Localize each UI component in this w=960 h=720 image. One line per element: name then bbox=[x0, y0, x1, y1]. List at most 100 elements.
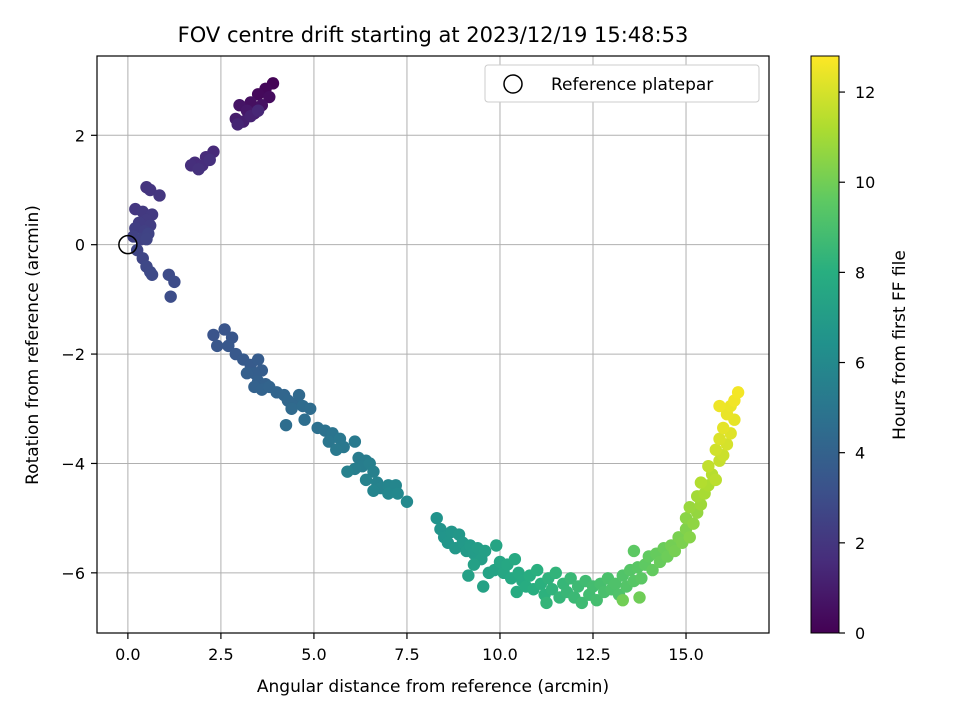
data-point bbox=[575, 596, 589, 610]
data-point bbox=[590, 593, 603, 607]
data-point bbox=[164, 290, 177, 303]
x-axis-ticks: 0.0 2.5 5.0 7.5 10.0 12.5 15.0 bbox=[115, 633, 704, 664]
data-point bbox=[668, 544, 682, 558]
x-tick-label: 5.0 bbox=[301, 645, 326, 664]
data-point bbox=[251, 353, 265, 366]
data-point bbox=[540, 596, 553, 610]
colorbar-tick-label: 10 bbox=[855, 173, 875, 192]
colorbar-tick-label: 6 bbox=[855, 354, 865, 373]
y-tick-label: 0 bbox=[75, 236, 85, 255]
data-point bbox=[298, 413, 311, 426]
x-tick-label: 12.5 bbox=[575, 645, 611, 664]
data-point bbox=[367, 465, 380, 478]
data-point bbox=[231, 118, 244, 131]
data-point bbox=[709, 443, 722, 456]
y-tick-label: −2 bbox=[61, 345, 85, 364]
legend-entry-reference: Reference platepar bbox=[551, 75, 713, 95]
y-axis-ticks: −6 −4 −2 0 2 bbox=[61, 126, 97, 583]
reference-platepar-marker bbox=[118, 234, 138, 255]
colorbar-ticks: 0 2 4 6 8 10 12 bbox=[839, 83, 875, 643]
data-point bbox=[251, 88, 265, 101]
y-axis-label: Rotation from reference (arcmin) bbox=[23, 205, 43, 485]
x-tick-label: 15.0 bbox=[668, 645, 704, 664]
x-tick-label: 7.5 bbox=[394, 645, 419, 664]
data-point bbox=[145, 268, 159, 281]
data-point bbox=[467, 558, 481, 571]
data-point bbox=[285, 402, 298, 415]
data-point bbox=[341, 465, 354, 478]
data-point bbox=[367, 484, 380, 498]
data-point bbox=[635, 572, 648, 585]
data-points bbox=[127, 77, 745, 610]
data-point bbox=[391, 487, 404, 500]
data-point bbox=[510, 585, 523, 599]
data-point bbox=[564, 572, 577, 585]
data-point bbox=[222, 339, 235, 353]
data-point bbox=[702, 459, 715, 473]
x-tick-label: 10.0 bbox=[482, 645, 518, 664]
data-point bbox=[713, 432, 726, 446]
grid-lines bbox=[97, 56, 769, 633]
data-point bbox=[322, 435, 336, 448]
x-axis-label: Angular distance from reference (arcmin) bbox=[257, 677, 609, 697]
data-point bbox=[549, 566, 562, 580]
data-point bbox=[477, 580, 490, 593]
data-point bbox=[430, 511, 443, 525]
plot-frame bbox=[96, 55, 770, 634]
data-point bbox=[359, 473, 373, 487]
data-point bbox=[348, 435, 362, 448]
colorbar-tick-label: 0 bbox=[855, 624, 865, 643]
data-point bbox=[694, 476, 708, 489]
data-point bbox=[168, 275, 181, 289]
data-point bbox=[713, 399, 726, 413]
data-point bbox=[633, 591, 646, 604]
data-point bbox=[646, 563, 659, 577]
data-point bbox=[683, 501, 696, 514]
data-point bbox=[218, 323, 231, 336]
data-point bbox=[382, 487, 395, 500]
data-point bbox=[240, 367, 254, 380]
data-point bbox=[545, 583, 559, 596]
colorbar-label: Hours from first FF file bbox=[890, 250, 910, 440]
data-point bbox=[210, 339, 224, 353]
data-point bbox=[731, 386, 745, 399]
x-tick-label: 0.0 bbox=[115, 645, 140, 664]
data-point bbox=[717, 421, 730, 435]
data-point bbox=[683, 531, 696, 544]
data-point bbox=[153, 189, 166, 202]
data-point bbox=[330, 443, 343, 456]
colorbar-tick-label: 8 bbox=[855, 263, 865, 282]
data-point bbox=[207, 328, 220, 342]
data-point bbox=[508, 552, 522, 566]
data-point bbox=[192, 163, 205, 176]
legend: Reference platepar bbox=[484, 64, 760, 103]
data-point bbox=[279, 418, 293, 432]
y-tick-label: −6 bbox=[61, 564, 85, 583]
data-point bbox=[400, 495, 414, 508]
data-point bbox=[530, 563, 544, 577]
y-tick-label: −4 bbox=[61, 454, 85, 473]
data-point bbox=[627, 544, 641, 558]
data-point bbox=[263, 90, 276, 104]
data-point bbox=[304, 402, 317, 415]
chart-title: FOV centre drift starting at 2023/12/19 … bbox=[178, 23, 689, 47]
data-point bbox=[709, 473, 722, 487]
data-point bbox=[616, 593, 629, 607]
colorbar-tick-label: 12 bbox=[855, 83, 875, 102]
data-point bbox=[203, 153, 216, 167]
colorbar-tick-label: 4 bbox=[855, 444, 865, 463]
data-point bbox=[251, 104, 265, 117]
colorbar-tick-label: 2 bbox=[855, 534, 865, 553]
data-point bbox=[609, 577, 622, 590]
data-point bbox=[144, 183, 157, 197]
data-point bbox=[687, 517, 700, 530]
colorbar-gradient bbox=[810, 55, 840, 634]
y-tick-label: 2 bbox=[75, 126, 85, 145]
x-tick-label: 2.5 bbox=[208, 645, 233, 664]
colorbar: 0 2 4 6 8 10 12 Hours from first FF file bbox=[810, 55, 910, 643]
data-point bbox=[462, 569, 475, 582]
data-point bbox=[140, 233, 153, 246]
data-point bbox=[490, 539, 503, 552]
data-point bbox=[292, 388, 306, 402]
